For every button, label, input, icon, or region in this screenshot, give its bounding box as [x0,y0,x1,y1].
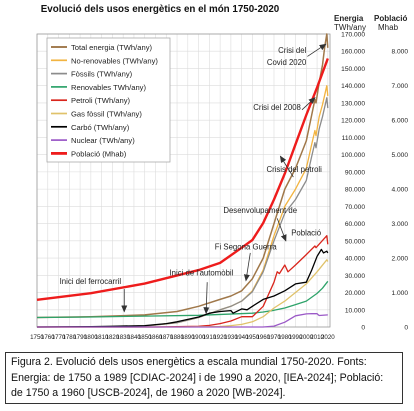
y-left-tick-label: 170.000 [341,32,365,39]
legend-box [46,37,171,163]
y-right-tick-label: 5.000 [391,152,408,159]
annotation-label: Covid 2020 [267,58,307,67]
y-right-tick-label: 3.000 [391,221,408,228]
x-tick-label: 1850 [138,334,152,341]
annotation-arrow [243,252,251,282]
figure-caption: Figura 2. Evolució dels usos energètics … [5,352,403,404]
y-left-tick-label: 0 [361,325,365,332]
annotation-label: Crisi del 2008 [253,103,301,112]
annotation-label: Crisis del petroli [266,165,322,174]
annotation-arrow [203,282,210,315]
annotation-label: Inici de l'automòbil [169,268,233,277]
series-line-7 [36,248,329,328]
x-tick-label: 1950 [246,334,260,341]
y-left-tick-label: 150.000 [341,66,365,73]
y-left-tick-label: 70.000 [345,204,366,211]
annotation-label: Inici del ferrocarril [60,277,122,286]
x-tick-label: 1960 [256,334,270,341]
y-right-tick-label: 6.000 [391,118,408,125]
y-left-tick-label: 110.000 [342,135,366,142]
y-right-tick-label: 7.000 [391,83,408,90]
series-line-5 [37,235,329,328]
x-tick-label: 2020 [321,334,335,341]
x-tick-label: 1750 [30,334,44,341]
x-tick-label: 1790 [73,334,87,341]
x-tick-label: 1900 [192,334,206,341]
x-tick-label: 1930 [224,334,238,341]
y-right-tick-label: 4.000 [391,187,408,194]
y-left-tick-label: 50.000 [345,238,366,245]
y-left-tick-label: 10.000 [345,307,366,314]
x-tick-label: 1980 [278,334,292,341]
annotation-arrow [279,155,294,178]
series-line-3 [36,97,329,328]
y-right-tick-label: 8.000 [391,49,408,56]
y-left-tick-label: 20.000 [345,290,366,297]
x-tick-label: 1920 [213,334,227,341]
x-tick-label: 1800 [84,334,98,341]
y-left-axis-unit: TWh/any [334,23,366,32]
y-right-axis-unit: Mhab [378,23,399,32]
x-tick-label: 1890 [181,334,195,341]
annotation-arrow [301,97,316,111]
y-left-tick-label: 30.000 [345,273,366,280]
x-tick-label: 1880 [170,334,184,341]
y-left-tick-label: 160.000 [341,49,365,56]
annotation-label: Desenvolupament de [223,206,297,215]
chart-title: Evolució dels usos energètics en el món … [41,4,280,15]
x-tick-label: 1810 [95,334,109,341]
energy-population-chart: Evolució dels usos energètics en el món … [30,4,408,341]
x-tick-label: 1970 [267,334,281,341]
annotation-label: Fi Segona Guerra [215,242,278,251]
y-right-axis-label: Població [374,14,407,23]
legend-label: Nuclear (TWh/any) [71,136,135,145]
series-line-1 [36,33,329,319]
legend-label: Petroli (TWh/any) [71,96,131,105]
x-tick-label: 1760 [41,334,55,341]
x-tick-label: 1990 [289,334,303,341]
y-left-tick-label: 40.000 [345,256,366,263]
y-right-tick-label: 1.000 [391,290,408,297]
series-line-4 [36,280,329,319]
x-tick-label: 1840 [127,334,141,341]
x-tick-label: 1770 [52,334,66,341]
legend-label: Població (Mhab) [71,149,127,158]
legend-label: Carbó (TWh/any) [71,123,130,132]
series-line-8 [37,312,328,328]
series-line-9 [36,58,329,301]
y-left-tick-label: 130.000 [341,100,365,107]
y-left-tick-label: 120.000 [341,118,365,125]
annotation-label: Crisi del [278,46,306,55]
annotation-arrow [276,218,287,242]
y-left-tick-label: 90.000 [345,169,366,176]
legend-label: Fòssils (TWh/any) [71,70,133,79]
y-right-tick-label: 2.000 [391,256,408,263]
legend-label: Total energia (TWh/any) [71,43,153,52]
annotation-arrow [307,43,327,57]
x-tick-label: 1910 [202,334,216,341]
legend-label: No-renovables (TWh/any) [71,56,158,65]
legend-label: Renovables TWh/any) [71,83,146,92]
y-left-tick-label: 100.000 [341,152,365,159]
y-left-axis-label: Energia [334,14,364,23]
legend-label: Gas fòssil (TWh/any) [71,110,142,119]
y-right-tick-label: 0 [404,325,408,332]
x-tick-label: 1870 [159,334,173,341]
y-left-tick-label: 80.000 [345,187,366,194]
x-tick-label: 1820 [106,334,120,341]
y-left-tick-label: 140.000 [341,83,365,90]
y-left-tick-label: 60.000 [345,221,366,228]
chart-figure: Evolució dels usos energètics en el món … [30,4,408,341]
x-tick-label: 1860 [149,334,163,341]
x-tick-label: 2000 [299,334,313,341]
x-tick-label: 2010 [310,334,324,341]
x-tick-label: 1780 [62,334,76,341]
annotation-label: Població [291,229,322,238]
x-tick-label: 1830 [116,334,130,341]
x-tick-label: 1940 [235,334,249,341]
